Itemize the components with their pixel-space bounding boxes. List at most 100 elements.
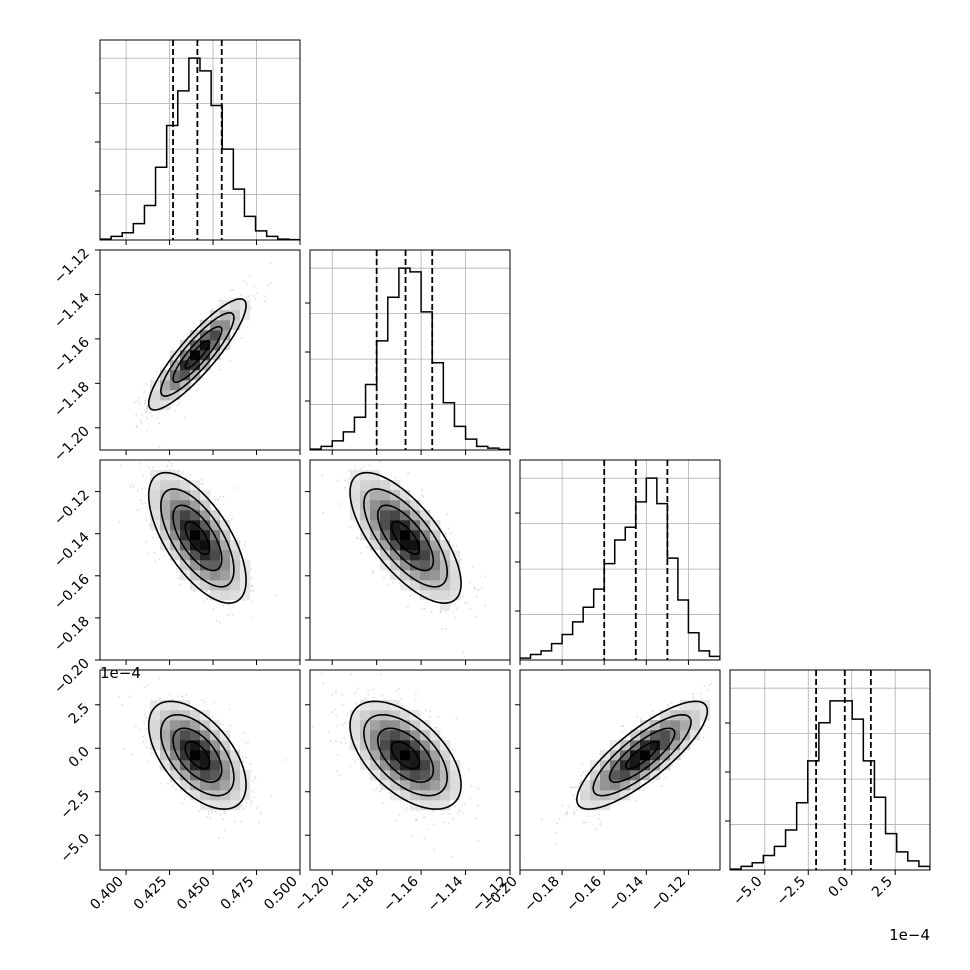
density-cell [370, 730, 381, 741]
density-cell [360, 710, 371, 721]
density-cell [160, 400, 171, 411]
density-cell [200, 750, 211, 761]
density-cell [400, 490, 411, 501]
density-cell [580, 790, 591, 801]
density-cell [190, 730, 201, 741]
density-cell [180, 560, 191, 571]
density-cell [620, 780, 631, 791]
density-cell [620, 770, 631, 781]
x-tick-label: 0.450 [174, 874, 214, 914]
density-cell [170, 390, 181, 401]
scatter-panel-2-1 [305, 459, 511, 665]
density-cell [220, 800, 231, 811]
density-cell [240, 560, 251, 571]
density-cell [230, 770, 241, 781]
axes-frame [729, 669, 931, 871]
density-cell [450, 790, 461, 801]
density-cell [160, 750, 171, 761]
density-cell [190, 710, 201, 721]
y-tick-label: −0.16 [51, 571, 93, 613]
y-tick-label: −1.12 [51, 246, 93, 288]
density-cell [420, 590, 431, 601]
density-cell [430, 740, 441, 751]
density-cell [360, 500, 371, 511]
density-cell [400, 570, 411, 581]
density-cell [400, 710, 411, 721]
density-cell [220, 560, 231, 571]
density-cell [350, 480, 361, 491]
density-cell [190, 560, 201, 571]
density-cell [390, 720, 401, 731]
density-cell [420, 550, 431, 561]
density-cell [160, 370, 171, 381]
density-cell [230, 760, 241, 771]
density-cell [410, 790, 421, 801]
density-cell [620, 750, 631, 761]
density-cell [660, 710, 671, 721]
density-cell [410, 770, 421, 781]
contour-0 [184, 520, 211, 556]
density-cell [370, 480, 381, 491]
contour-2 [160, 713, 235, 797]
density-cell [150, 400, 161, 411]
density-cell [600, 780, 611, 791]
density-cell [430, 780, 441, 791]
density-cell [160, 470, 171, 481]
x-tick-label: −0.12 [648, 874, 690, 916]
density-cell [190, 350, 201, 361]
density-cell [440, 570, 451, 581]
density-cell [420, 780, 431, 791]
density-cells [350, 700, 461, 811]
density-cell [410, 550, 421, 561]
contour-2 [592, 713, 692, 797]
density-cell [220, 530, 231, 541]
density-cell [380, 750, 391, 761]
density-cell [170, 350, 181, 361]
contour-2 [160, 488, 235, 588]
density-cell [400, 740, 411, 751]
density-cell [200, 760, 211, 771]
y-tick-label: −1.16 [51, 334, 93, 376]
contour-1 [172, 727, 223, 783]
density-cell [170, 520, 181, 531]
density-cell [450, 760, 461, 771]
density-cell [150, 500, 161, 511]
density-cell [230, 310, 241, 321]
density-cell [350, 730, 361, 741]
density-cell [440, 790, 451, 801]
y-tick-label: −5.0 [57, 831, 92, 866]
density-cell [590, 770, 601, 781]
density-cell [200, 320, 211, 331]
density-cell [160, 480, 171, 491]
density-cell [190, 790, 201, 801]
density-cell [440, 580, 451, 591]
density-cell [430, 580, 441, 591]
density-cell [170, 740, 181, 751]
density-cell [180, 550, 191, 561]
density-cell [640, 730, 651, 741]
histogram-step [730, 700, 930, 870]
x-tick-label: −0.16 [563, 873, 605, 915]
density-cell [590, 800, 601, 811]
density-cell [190, 540, 201, 551]
density-cell [380, 550, 391, 561]
density-cell [370, 720, 381, 731]
density-cell [380, 480, 391, 491]
density-cell [630, 780, 641, 791]
density-cell [220, 780, 231, 791]
density-cell [180, 730, 191, 741]
density-cell [640, 720, 651, 731]
density-cell [410, 720, 421, 731]
density-cell [400, 560, 411, 571]
density-cell [170, 500, 181, 511]
density-cell [410, 730, 421, 741]
density-cell [150, 390, 161, 401]
contour-0 [184, 740, 211, 770]
density-cell [200, 790, 211, 801]
density-cell [410, 510, 421, 521]
density-cell [450, 570, 461, 581]
density-cell [370, 750, 381, 761]
density-cell [210, 540, 221, 551]
density-cell [200, 520, 211, 531]
density-cell [650, 740, 661, 751]
